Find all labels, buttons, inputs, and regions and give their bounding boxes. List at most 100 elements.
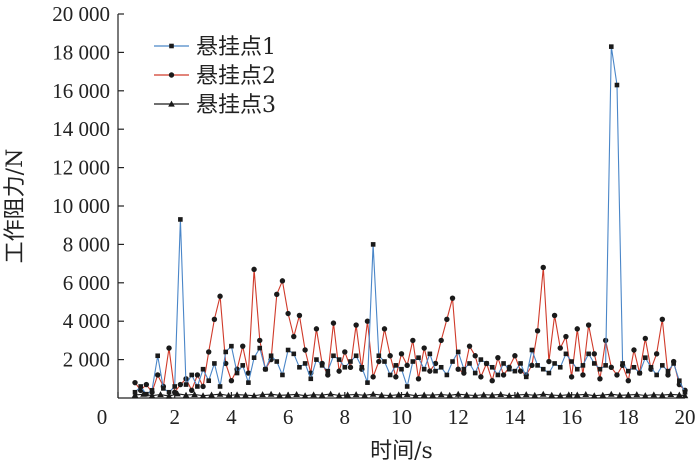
series-2-point <box>585 322 592 328</box>
series-1-point <box>495 372 501 378</box>
series-2-point <box>642 335 649 342</box>
series-1-point <box>404 384 410 389</box>
series-2-point <box>563 333 569 340</box>
series-1-point <box>342 364 348 370</box>
series-2-point <box>659 316 666 322</box>
series-2-point <box>410 337 416 344</box>
series-3-point <box>216 390 224 397</box>
series-1-point <box>274 359 280 364</box>
series-2-point <box>285 310 291 317</box>
series-3-point <box>369 390 377 397</box>
series-3-point <box>293 390 300 397</box>
series-1-point <box>359 364 365 370</box>
x-axis-title: 时间/s <box>370 439 433 464</box>
series-layer <box>131 44 689 399</box>
series-3-point <box>548 391 556 398</box>
series-3-point <box>676 391 683 398</box>
series-1-point <box>501 361 506 366</box>
y-ticks: 2 000 4 000 6 000 8 000 10 000 12 000 14 000 16… <box>52 2 124 372</box>
series-2-point <box>342 349 348 355</box>
legend-swatch-marker <box>168 72 175 78</box>
series-1-point <box>240 363 246 368</box>
series-2-point <box>421 345 427 351</box>
series-3-point <box>420 391 428 398</box>
series-1-point <box>467 361 472 366</box>
series-2-point <box>240 343 246 349</box>
series-1-point <box>540 366 546 372</box>
series-1-point <box>603 363 608 368</box>
series-2-point <box>177 381 184 388</box>
y-tick-label: 2 000 <box>63 348 110 372</box>
series-3-point <box>454 390 462 397</box>
series-3-point <box>352 391 360 398</box>
series-1-point <box>574 366 580 372</box>
series-2-point <box>597 376 603 382</box>
series-2-point <box>302 347 308 353</box>
series-1-point <box>557 364 563 370</box>
series-3-point <box>310 391 317 398</box>
series-2-point <box>200 383 206 390</box>
series-1-point <box>552 361 557 366</box>
series-2-point <box>466 343 473 349</box>
y-tick-label: 20 000 <box>52 2 110 26</box>
series-2-point <box>540 264 546 271</box>
y-tick-label: 18 000 <box>52 40 110 64</box>
series-1-point <box>297 364 302 370</box>
series-1-point <box>336 357 342 362</box>
series-3-point <box>165 392 173 399</box>
series-3-point <box>182 391 190 398</box>
x-ticks: 0 2 4 6 8 10 12 14 16 18 20 <box>97 392 696 429</box>
x-tick-label: 6 <box>283 405 294 429</box>
series-1-point <box>206 378 212 384</box>
series-1-point <box>654 372 659 378</box>
legend-label: 悬挂点1 <box>196 35 276 60</box>
legend: 悬挂点1 悬挂点2 悬挂点3 <box>154 35 276 118</box>
legend-swatch-marker <box>168 100 175 107</box>
series-1-point <box>586 351 591 357</box>
series-2-point <box>325 372 331 378</box>
series-3-point <box>191 391 198 398</box>
series-3-point <box>650 391 658 398</box>
series-3-point <box>412 392 419 399</box>
series-2-point <box>529 362 535 369</box>
series-3-point <box>522 391 530 398</box>
series-1-point <box>410 359 416 364</box>
series-1-point <box>399 366 404 372</box>
series-1-point <box>365 380 370 385</box>
series-1-point <box>155 353 160 359</box>
series-3-point <box>573 391 581 398</box>
series-1-point <box>331 353 336 359</box>
series-3-point <box>225 392 232 399</box>
y-tick-label: 8 000 <box>63 232 110 256</box>
series-2-point <box>489 378 495 384</box>
series-2-point <box>291 333 297 340</box>
series-1-point <box>427 351 433 357</box>
legend-item-1: 悬挂点1 <box>154 35 276 60</box>
x-tick-label: 4 <box>226 405 237 429</box>
series-2-point <box>472 353 478 359</box>
series-3-point <box>556 392 564 399</box>
legend-swatch-marker <box>169 43 174 49</box>
series-1-point <box>421 366 427 372</box>
series-3-point <box>276 391 283 398</box>
series-2-point <box>296 312 303 319</box>
series-2-point <box>353 322 359 328</box>
series-2-point <box>568 374 575 380</box>
series-3-point <box>429 391 436 398</box>
series-1-point <box>637 370 642 376</box>
series-1-point <box>433 368 438 374</box>
series-1-point <box>444 372 450 378</box>
series-1-point <box>268 353 274 359</box>
series-2-point <box>206 349 212 355</box>
series-3-point <box>284 391 292 398</box>
series-1-point <box>183 382 189 387</box>
series-2-point <box>217 293 223 299</box>
series-3-point <box>267 390 275 397</box>
series-2-point <box>546 358 552 365</box>
y-tick-label: 14 000 <box>52 117 110 141</box>
series-1-point <box>200 366 206 372</box>
series-3-point <box>208 391 215 398</box>
series-1-point <box>580 363 586 368</box>
series-3-point <box>446 391 453 398</box>
series-1-point <box>138 384 143 389</box>
